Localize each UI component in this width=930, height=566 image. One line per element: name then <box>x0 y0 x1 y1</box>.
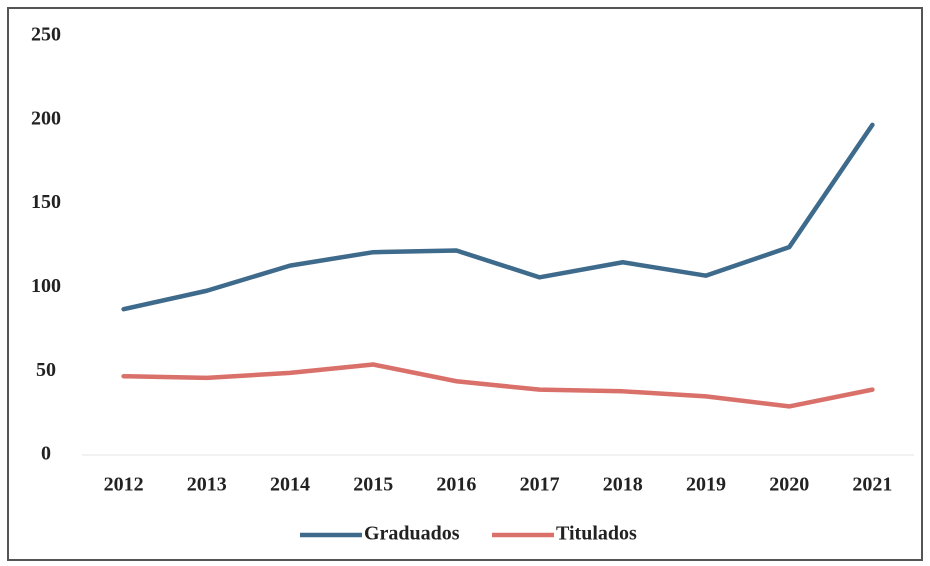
line-series <box>121 122 875 312</box>
y-tick-label: 250 <box>31 24 61 46</box>
y-tick-label: 100 <box>31 275 61 297</box>
x-tick-label: 2013 <box>187 474 227 496</box>
chart-frame <box>7 7 923 561</box>
x-tick-label: 2016 <box>436 474 476 496</box>
legend-label: Graduados <box>364 523 460 545</box>
legend-label: Titulados <box>556 523 637 545</box>
x-tick-label: 2018 <box>603 474 643 496</box>
x-tick-label: 2014 <box>270 474 310 496</box>
y-tick-label: 50 <box>36 359 56 381</box>
x-tick-label: 2017 <box>520 474 560 496</box>
x-tick-label: 2020 <box>769 474 809 496</box>
y-tick-label: 0 <box>41 443 51 465</box>
x-tick-label: 2021 <box>852 474 892 496</box>
y-tick-label: 200 <box>31 107 61 129</box>
x-tick-label: 2015 <box>353 474 393 496</box>
y-tick-label: 150 <box>31 191 61 213</box>
x-tick-label: 2012 <box>104 474 144 496</box>
line-series <box>121 362 875 409</box>
x-tick-label: 2019 <box>686 474 726 496</box>
